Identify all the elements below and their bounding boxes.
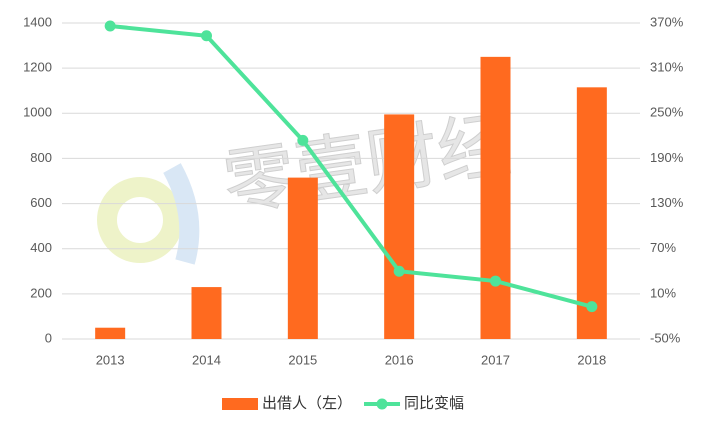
line [109, 24, 593, 309]
bar [95, 327, 126, 339]
y2-tick-label: -50% [650, 330, 681, 345]
line-point [393, 265, 405, 277]
y2-tick-label: 10% [650, 285, 676, 300]
line-point [586, 301, 598, 313]
bar [480, 56, 511, 339]
bar [576, 87, 607, 339]
y-tick-label: 1000 [23, 105, 52, 120]
x-tick-label: 2014 [192, 352, 221, 367]
legend-label: 同比变幅 [404, 395, 464, 412]
x-tick-label: 2017 [481, 352, 510, 367]
legend-swatch [222, 398, 258, 410]
bar [384, 114, 415, 340]
y-tick-label: 800 [30, 150, 52, 165]
y2-tick-label: 70% [650, 240, 676, 255]
y-tick-label: 1400 [23, 14, 52, 29]
x-tick-label: 2016 [385, 352, 414, 367]
y-tick-label: 1200 [23, 60, 52, 75]
y-tick-label: 200 [30, 285, 52, 300]
y2-tick-label: 250% [650, 105, 684, 120]
x-tick-label: 2018 [577, 352, 606, 367]
y-tick-label: 400 [30, 240, 52, 255]
bar [191, 287, 222, 339]
line-point [104, 20, 116, 32]
line-point [201, 30, 212, 42]
y2-tick-label: 190% [650, 150, 684, 165]
line-point [297, 134, 309, 146]
y2-tick-label: 130% [650, 195, 684, 210]
line-point [490, 275, 501, 287]
legend-label: 出借人（左） [262, 395, 352, 412]
y2-tick-label: 310% [650, 60, 684, 75]
legend-swatch-point [376, 398, 388, 410]
y2-tick-label: 370% [650, 14, 684, 29]
watermark: 零壹财经 [219, 105, 515, 224]
x-tick-label: 2015 [288, 352, 317, 367]
watermark-logo [97, 163, 200, 265]
y-tick-label: 600 [30, 195, 52, 210]
y-tick-label: 0 [45, 330, 52, 345]
bar [287, 177, 318, 339]
x-tick-label: 2013 [96, 352, 125, 367]
